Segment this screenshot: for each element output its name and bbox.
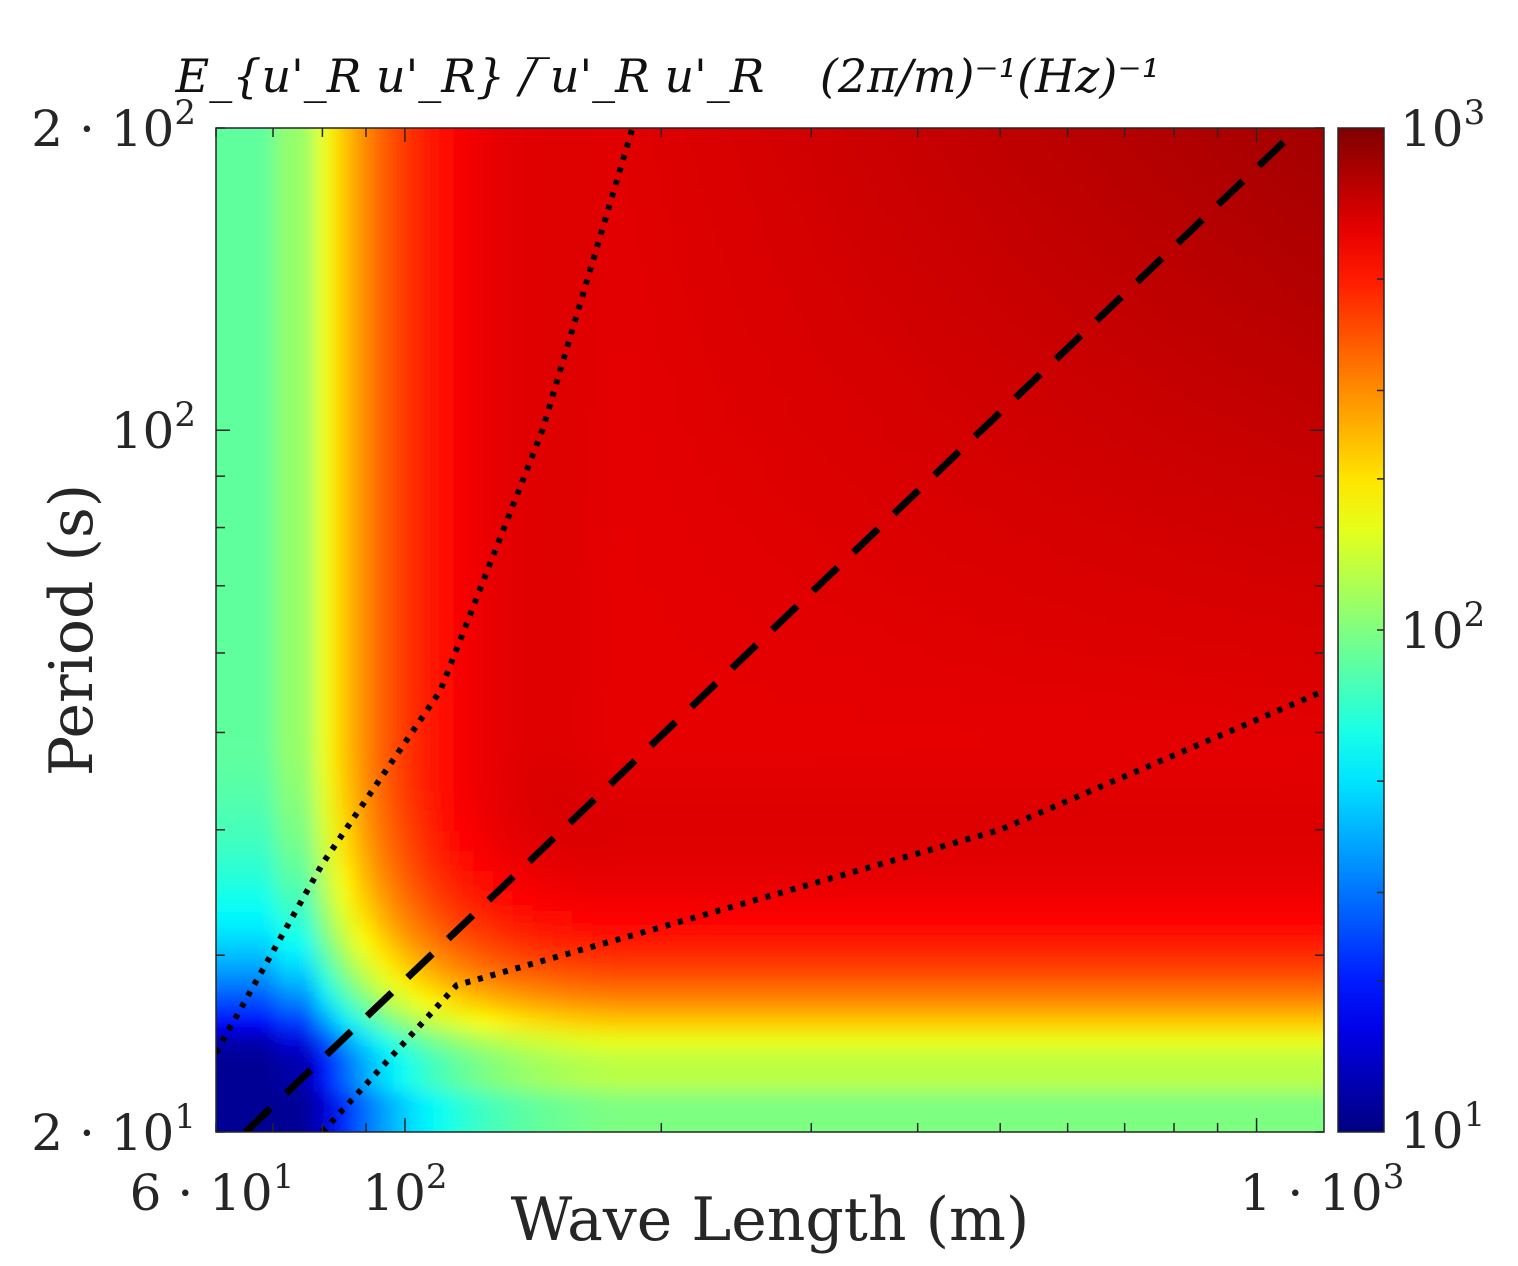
reference-line-dotted-lower	[320, 688, 1324, 1132]
x-tick-label: 6 · 101	[130, 1157, 295, 1222]
plot-frame	[215, 127, 1325, 1133]
y-axis-label: Period (s)	[37, 484, 107, 776]
reference-line-dashed	[243, 128, 1301, 1132]
y-tick-label: 2 · 101	[31, 1097, 196, 1162]
colorbar-tick-label: 101	[1400, 1095, 1485, 1160]
x-tick-label: 1 · 103	[1240, 1157, 1405, 1222]
colorbar-tick-label: 103	[1400, 93, 1485, 158]
reference-line-dotted-upper	[216, 128, 636, 1054]
heatmap	[216, 128, 1324, 1132]
colorbar-tick-label: 102	[1400, 595, 1485, 660]
chart-title-quantity: E_{u'_R u'_R} / ̅u'_R u'_R	[175, 49, 765, 103]
x-axis-label: Wave Length (m)	[511, 1185, 1030, 1255]
x-tick-label: 102	[362, 1157, 447, 1222]
chart-title-units: (2π/m)⁻¹(Hz)⁻¹	[820, 49, 1160, 103]
y-tick-label: 102	[111, 395, 196, 460]
y-tick-label: 2 · 102	[31, 93, 196, 158]
